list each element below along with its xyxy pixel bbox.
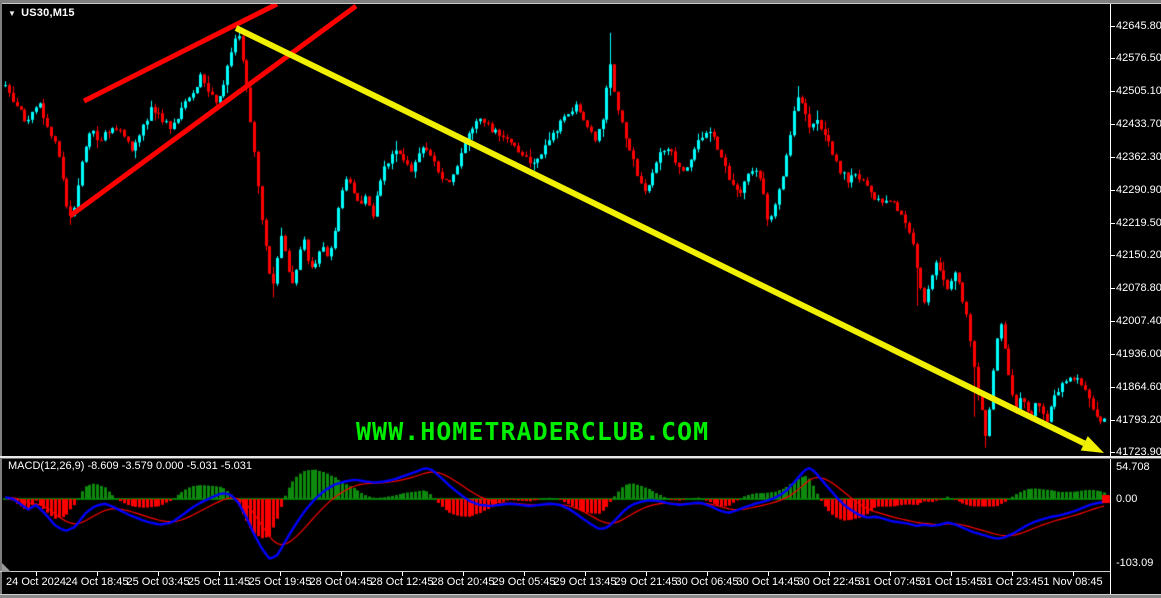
price-tick-label: 42150.20 <box>1116 248 1161 261</box>
time-tick-mark <box>890 572 891 576</box>
price-tick-mark <box>1110 123 1115 125</box>
time-tick-mark <box>36 572 37 576</box>
wedge-lower-trendline[interactable] <box>68 3 358 219</box>
time-tick-mark <box>951 572 952 576</box>
time-tick-mark <box>646 572 647 576</box>
time-tick-mark <box>463 572 464 576</box>
price-tick-label: 42433.70 <box>1116 117 1161 130</box>
price-tick-label: 42645.80 <box>1116 19 1161 32</box>
price-tick-mark <box>1110 287 1115 289</box>
macd-scale-label: 54.708 <box>1116 461 1150 473</box>
price-tick-mark <box>1110 25 1115 27</box>
macd-scale-label: 0.00 <box>1116 493 1138 505</box>
time-tick-mark <box>158 572 159 576</box>
price-tick-label: 42505.10 <box>1116 84 1161 97</box>
wedge-upper-trendline[interactable] <box>82 1 279 104</box>
time-tick-label: 30 Oct 14:45 <box>736 576 800 588</box>
window-left-border <box>0 3 2 595</box>
macd-scale-label: -103.09 <box>1116 557 1154 569</box>
time-tick-mark <box>280 572 281 576</box>
time-tick-mark <box>1012 572 1013 576</box>
price-tick-label: 41723.90 <box>1116 446 1161 459</box>
time-tick-label: 29 Oct 21:45 <box>614 576 678 588</box>
time-tick-mark <box>707 572 708 576</box>
window-bottom-border <box>0 594 1161 598</box>
time-tick-label: 30 Oct 22:45 <box>797 576 861 588</box>
trend-arrow-head[interactable] <box>1080 436 1104 453</box>
time-tick-mark <box>341 572 342 576</box>
time-tick-label: 29 Oct 13:45 <box>553 576 617 588</box>
price-tick-label: 41793.20 <box>1116 413 1161 426</box>
price-tick-mark <box>1110 57 1115 59</box>
price-tick-label: 42007.40 <box>1116 314 1161 327</box>
time-tick-mark <box>524 572 525 576</box>
chevron-down-icon: ▼ <box>8 8 17 18</box>
window-top-border <box>0 0 1161 3</box>
trend-arrow-line[interactable] <box>234 25 1086 447</box>
price-tick-mark <box>1110 353 1115 355</box>
time-tick-mark <box>768 572 769 576</box>
chart-top-edge <box>0 3 1161 4</box>
price-tick-mark <box>1110 156 1115 158</box>
price-tick-mark <box>1110 320 1115 322</box>
price-tick-label: 41936.00 <box>1116 347 1161 360</box>
time-tick-label: 28 Oct 04:45 <box>309 576 373 588</box>
price-tick-mark <box>1110 386 1115 388</box>
time-tick-label: 25 Oct 19:45 <box>248 576 312 588</box>
price-tick-label: 42219.50 <box>1116 216 1161 229</box>
price-axis-separator <box>1110 4 1111 594</box>
time-tick-mark <box>219 572 220 576</box>
time-axis-separator <box>0 571 1110 572</box>
price-tick-mark <box>1110 90 1115 92</box>
time-tick-mark <box>97 572 98 576</box>
time-tick-label: 24 Oct 2024 <box>6 576 66 588</box>
price-tick-mark <box>1110 452 1115 454</box>
indicator-pane-separator[interactable] <box>0 456 1161 459</box>
history-corner-icon <box>2 563 11 572</box>
time-tick-label: 28 Oct 20:45 <box>431 576 495 588</box>
price-tick-mark <box>1110 254 1115 256</box>
time-tick-mark <box>829 572 830 576</box>
watermark-text: WWW.HOMETRADERCLUB.COM <box>356 417 710 446</box>
price-tick-label: 42576.50 <box>1116 51 1161 64</box>
price-tick-label: 42362.30 <box>1116 150 1161 163</box>
price-tick-mark <box>1110 222 1115 224</box>
time-tick-label: 30 Oct 06:45 <box>675 576 739 588</box>
price-tick-label: 42078.80 <box>1116 281 1161 294</box>
time-tick-label: 28 Oct 12:45 <box>370 576 434 588</box>
time-tick-label: 31 Oct 23:45 <box>980 576 1044 588</box>
macd-indicator-label: MACD(12,26,9) -8.609 -3.579 0.000 -5.031… <box>8 460 252 472</box>
time-tick-label: 31 Oct 07:45 <box>858 576 922 588</box>
time-tick-label: 1 Nov 08:45 <box>1043 576 1103 588</box>
time-tick-mark <box>585 572 586 576</box>
price-tick-mark <box>1110 419 1115 421</box>
time-tick-mark <box>402 572 403 576</box>
symbol-timeframe-label: US30,M15 <box>21 7 75 19</box>
price-tick-label: 42290.90 <box>1116 183 1161 196</box>
time-tick-label: 25 Oct 11:45 <box>187 576 251 588</box>
time-tick-label: 25 Oct 03:45 <box>126 576 190 588</box>
time-tick-label: 24 Oct 18:45 <box>65 576 129 588</box>
price-tick-label: 41864.60 <box>1116 380 1161 393</box>
price-tick-mark <box>1110 189 1115 191</box>
time-tick-mark <box>1073 572 1074 576</box>
time-tick-label: 31 Oct 15:45 <box>919 576 983 588</box>
symbol-selector[interactable]: ▼ US30,M15 <box>8 7 75 19</box>
time-tick-label: 29 Oct 05:45 <box>492 576 556 588</box>
